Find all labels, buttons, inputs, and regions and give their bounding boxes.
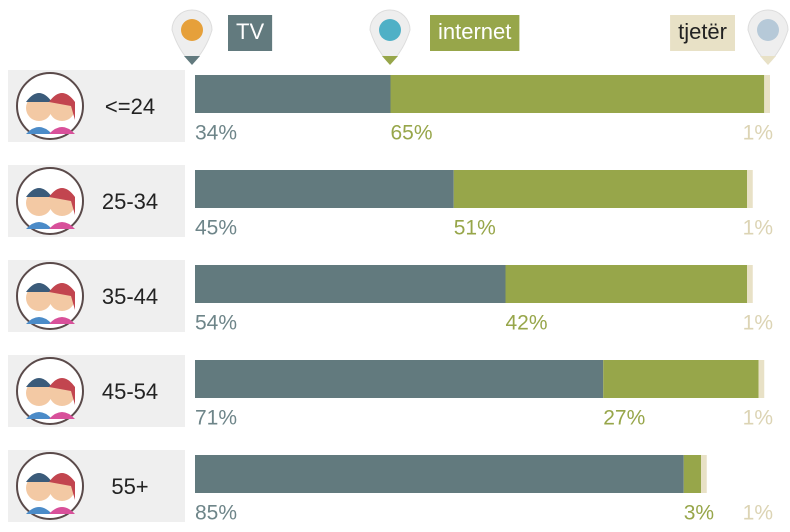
bar-segment	[764, 75, 770, 113]
bar-segment	[684, 455, 701, 493]
bar-segment	[454, 170, 747, 208]
avatar-icon	[17, 358, 83, 424]
value-label: 1%	[743, 407, 773, 430]
legend-label: TV	[236, 19, 264, 44]
chart: <=24 34% 65% 1% 25-34 45% 51% 1% 35-44 54% 42% 1% 45…	[0, 0, 790, 527]
legend-pointer	[760, 56, 776, 65]
value-label: 34%	[195, 122, 237, 145]
value-label: 65%	[391, 122, 433, 145]
value-label: 1%	[743, 312, 773, 335]
bar-segment	[195, 265, 506, 303]
value-label: 3%	[684, 502, 714, 525]
bar-segment	[603, 360, 758, 398]
bar-segment	[195, 75, 391, 113]
legend-icon	[757, 19, 779, 41]
bar-segment	[701, 455, 707, 493]
avatar-icon	[17, 263, 83, 329]
category-label: <=24	[105, 94, 155, 119]
value-label: 1%	[743, 502, 773, 525]
value-label: 45%	[195, 217, 237, 240]
category-label: 55+	[111, 474, 148, 499]
legend-pointer	[382, 56, 398, 65]
avatar-icon	[17, 73, 83, 139]
avatar-icon	[17, 453, 83, 519]
value-label: 85%	[195, 502, 237, 525]
value-label: 1%	[743, 217, 773, 240]
avatar-icon	[17, 168, 83, 234]
category-label: 35-44	[102, 284, 158, 309]
value-label: 51%	[454, 217, 496, 240]
bar-segment	[391, 75, 765, 113]
value-label: 27%	[603, 407, 645, 430]
legend-pointer	[184, 56, 200, 65]
legend-label: tjetër	[678, 19, 727, 44]
bar-segment	[747, 265, 753, 303]
value-label: 1%	[743, 122, 773, 145]
category-label: 25-34	[102, 189, 158, 214]
bar-segment	[195, 170, 454, 208]
bar-segment	[195, 360, 603, 398]
legend-icon	[181, 19, 203, 41]
value-label: 71%	[195, 407, 237, 430]
bar-segment	[747, 170, 753, 208]
legend-icon	[379, 19, 401, 41]
legend-label: internet	[438, 19, 511, 44]
value-label: 42%	[506, 312, 548, 335]
bar-segment	[506, 265, 748, 303]
bar-segment	[759, 360, 765, 398]
category-label: 45-54	[102, 379, 158, 404]
bar-segment	[195, 455, 684, 493]
value-label: 54%	[195, 312, 237, 335]
